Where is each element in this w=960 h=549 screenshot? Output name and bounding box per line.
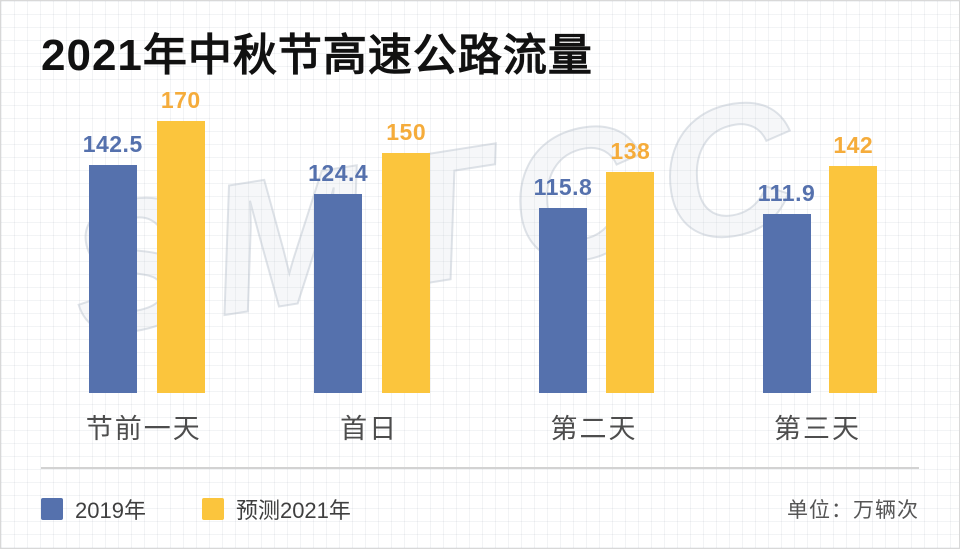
bar-value-label: 150 xyxy=(386,119,427,145)
legend-item-2021: 预测2021年 xyxy=(201,493,351,525)
bar xyxy=(156,121,205,393)
legend-label-2019: 2019年 xyxy=(75,498,146,523)
legend-item-2019: 2019年 xyxy=(41,493,146,525)
chart-title: 2021年中秋节高速公路流量 xyxy=(41,31,593,80)
bar-pair: 124.4 150 xyxy=(308,119,431,393)
legend-label-2021: 预测2021年 xyxy=(235,498,351,523)
bar-column: 124.4 xyxy=(308,160,368,393)
bar-group: 124.4 150 首日 xyxy=(308,119,431,446)
category-label: 节前一天 xyxy=(85,414,202,444)
legend: 2019年 预测2021年 单位：万辆次 xyxy=(41,493,919,525)
category-label: 第三天 xyxy=(774,414,861,444)
bar-chart: 142.5 170 节前一天 124.4 150 首日 115.8 138 第二天 111.9 14… xyxy=(31,87,929,446)
bar-column: 142.5 xyxy=(83,131,143,393)
bar-column: 111.9 xyxy=(758,180,816,393)
bar-column: 150 xyxy=(382,119,431,393)
bar-value-label: 138 xyxy=(610,138,651,164)
bar-value-label: 142.5 xyxy=(82,131,143,157)
bar xyxy=(314,194,363,393)
bar-pair: 142.5 170 xyxy=(83,87,205,393)
bar-column: 138 xyxy=(606,138,655,393)
bar-pair: 115.8 138 xyxy=(534,138,655,393)
bar xyxy=(606,172,655,393)
bar-value-label: 115.8 xyxy=(533,174,593,200)
bar-group: 115.8 138 第二天 xyxy=(534,138,655,446)
bar-group: 142.5 170 节前一天 xyxy=(83,87,205,446)
legend-divider xyxy=(41,467,919,469)
bar-group: 111.9 142 第三天 xyxy=(758,132,878,446)
bar xyxy=(538,208,587,393)
legend-swatch-2019 xyxy=(41,498,63,520)
bar-column: 170 xyxy=(156,87,205,393)
bar xyxy=(382,153,431,393)
bar-pair: 111.9 142 xyxy=(758,132,878,393)
bar-value-label: 142 xyxy=(833,132,874,158)
bar xyxy=(829,166,878,393)
unit-label: 单位：万辆次 xyxy=(787,499,919,522)
bar-value-label: 170 xyxy=(160,87,201,113)
bar-value-label: 111.9 xyxy=(757,180,816,206)
category-label: 第二天 xyxy=(550,414,638,444)
bar-column: 115.8 xyxy=(534,174,593,393)
legend-swatch-2021 xyxy=(201,498,224,520)
bar-column: 142 xyxy=(829,132,878,393)
category-label: 首日 xyxy=(340,414,399,444)
bar xyxy=(762,214,811,393)
bar xyxy=(88,165,137,393)
bar-value-label: 124.4 xyxy=(308,160,369,186)
